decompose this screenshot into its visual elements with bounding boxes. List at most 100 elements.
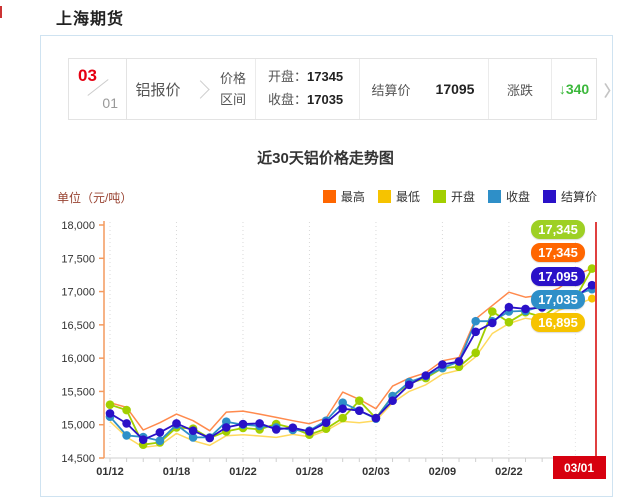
- data-point: [587, 280, 597, 290]
- open-label: 开盘：: [268, 69, 308, 85]
- open-row: 开盘：17345: [268, 66, 343, 89]
- legend-item-最低[interactable]: 最低: [377, 188, 420, 205]
- data-point: [588, 294, 596, 303]
- price-range-label: 价格 区间: [211, 59, 256, 119]
- data-point: [155, 428, 165, 437]
- page-edge-marker: [0, 6, 2, 18]
- legend-swatch-icon: [377, 190, 391, 203]
- arrow-down-icon: ↓: [558, 81, 566, 97]
- final-value-badge-结算价: 17,095: [531, 267, 585, 286]
- x-tick-label: 01/12: [96, 466, 124, 478]
- y-tick-label: 14,500: [61, 453, 95, 465]
- chevron-right-icon: [190, 79, 210, 99]
- current-date-label: 03/01: [564, 461, 594, 475]
- data-point: [454, 357, 464, 366]
- data-point: [321, 418, 331, 427]
- change-value: ↓340: [559, 81, 589, 97]
- data-point: [255, 419, 264, 428]
- series-最高: [109, 264, 596, 432]
- chart-title: 近30天铝价格走势图: [257, 150, 394, 167]
- x-axis: 01/12 01/18 01/22 01/28 02/03 02/09 02/22: [96, 457, 602, 478]
- data-point: [338, 398, 348, 407]
- chart-svg-holder: 01/12 01/18 01/22 01/28 02/03 02/09 02/22 18,00…: [44, 205, 608, 488]
- y-tick-label: 16,500: [61, 320, 95, 332]
- data-point: [404, 380, 414, 390]
- legend-label: 最低: [395, 190, 420, 204]
- data-point: [305, 427, 314, 436]
- y-tick-label: 17,000: [61, 287, 95, 299]
- product-chevron: [189, 59, 211, 119]
- chart-legend: 最高 最低 开盘 收盘 结算价: [322, 188, 597, 205]
- data-point: [138, 435, 148, 444]
- change-label: 涨跌: [489, 59, 552, 119]
- legend-item-结算价[interactable]: 结算价: [542, 188, 597, 205]
- legend-item-最高[interactable]: 最高: [322, 188, 365, 205]
- legend-item-收盘[interactable]: 收盘: [487, 188, 530, 205]
- data-point: [288, 423, 298, 432]
- open-value: 17345: [307, 69, 344, 85]
- legend-swatch-icon: [542, 190, 556, 203]
- data-point: [388, 396, 397, 405]
- quote-date-day: 01: [102, 95, 118, 111]
- y-tick-label: 18,000: [61, 220, 95, 232]
- data-point: [271, 425, 281, 434]
- data-point: [355, 406, 364, 415]
- x-tick-label: 02/22: [495, 466, 523, 478]
- legend-label: 收盘: [505, 190, 530, 204]
- x-tick-label: 01/28: [296, 466, 324, 478]
- data-point: [188, 433, 198, 442]
- carousel-next-icon[interactable]: 〉: [604, 83, 620, 100]
- change-amount: 340: [565, 81, 590, 97]
- open-close-cell: 开盘：17345 收盘：17035: [256, 59, 360, 119]
- x-tick-label: 01/22: [229, 466, 257, 478]
- x-tick-label: 02/09: [429, 466, 457, 478]
- data-point: [122, 431, 131, 440]
- final-value-badge-收盘: 17,035: [531, 290, 585, 309]
- data-point: [338, 413, 348, 423]
- close-label: 收盘：: [268, 92, 308, 107]
- price-chart: 01/12 01/18 01/22 01/28 02/03 02/09 02/22 18,00…: [44, 205, 608, 483]
- quote-date: 03 01: [69, 59, 127, 119]
- series-结算价: [105, 280, 597, 444]
- data-point: [238, 419, 248, 429]
- data-point: [205, 433, 214, 443]
- data-point: [105, 400, 115, 409]
- y-axis: 18,000 17,500 17,000 16,500 16,000 15,500 15,0…: [61, 220, 105, 465]
- data-point: [222, 423, 231, 432]
- x-tick-label: 02/03: [362, 466, 390, 478]
- y-tick-label: 16,000: [61, 353, 95, 365]
- y-tick-label: 17,500: [61, 253, 95, 265]
- legend-label: 结算价: [560, 190, 597, 204]
- legend-label: 开盘: [450, 190, 475, 204]
- data-point: [155, 436, 165, 445]
- legend-item-开盘[interactable]: 开盘: [432, 188, 475, 205]
- data-point: [438, 360, 447, 369]
- price-range-line2: 区间: [219, 92, 246, 107]
- data-point: [587, 264, 597, 273]
- data-point: [504, 302, 514, 312]
- data-point: [488, 318, 497, 328]
- current-date-marker: 03/01: [553, 222, 606, 479]
- data-point: [188, 426, 198, 435]
- data-point: [471, 327, 481, 337]
- data-point: [471, 348, 481, 358]
- data-point: [105, 409, 115, 418]
- series-最低: [109, 294, 596, 449]
- final-value-badge-最低: 16,895: [531, 313, 585, 332]
- data-point: [321, 424, 331, 433]
- quote-bar: 03 01 铝报价 价格 区间 开盘：17345 收盘：17035 结算价 17…: [68, 58, 597, 120]
- close-row: 收盘：17035: [268, 89, 343, 112]
- x-tick-label: 01/18: [163, 466, 191, 478]
- data-point: [122, 419, 131, 428]
- price-range-line1: 价格: [219, 70, 246, 86]
- legend-label: 最高: [340, 190, 365, 204]
- final-value-badge-最高: 17,345: [531, 243, 585, 262]
- y-tick-label: 15,500: [61, 386, 95, 398]
- data-point: [504, 317, 514, 327]
- product-label: 铝报价: [135, 81, 181, 99]
- price-chart-svg: 01/12 01/18 01/22 01/28 02/03 02/09 02/22 18,00…: [61, 220, 606, 479]
- data-point: [355, 396, 364, 405]
- data-point: [471, 316, 481, 326]
- data-point: [122, 405, 131, 415]
- close-value: 17035: [307, 92, 344, 107]
